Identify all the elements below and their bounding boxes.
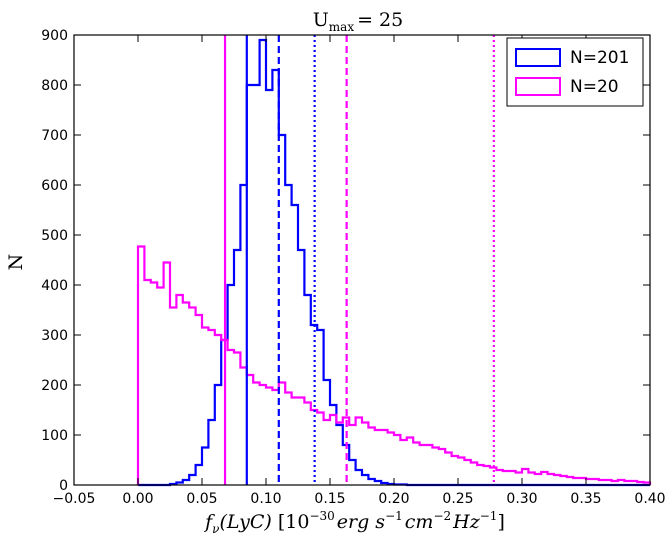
y-tick-label-5: 500: [41, 228, 68, 244]
y-tick-label-8: 800: [41, 78, 68, 94]
y-tick-label-3: 300: [41, 328, 68, 344]
x-tick-label-2: 0.05: [186, 491, 217, 507]
y-tick-label-9: 900: [41, 28, 68, 44]
y-tick-label-6: 600: [41, 178, 68, 194]
x-tick-label-5: 0.20: [378, 491, 409, 507]
x-tick-label-4: 0.15: [314, 491, 345, 507]
chart-title: Umax = 25: [313, 9, 403, 34]
x-tick-label-1: 0.00: [122, 491, 153, 507]
y-tick-label-1: 100: [41, 428, 68, 444]
legend-swatch-n201: [515, 48, 561, 67]
y-tick-label-0: 0: [59, 478, 68, 494]
x-axis-title: fν(LyC) [10−30 erg s−1 cm−2 Hz−1]: [203, 509, 505, 535]
y-tick-label-2: 200: [41, 378, 68, 394]
plot-area: −0.05 0.00 0.05 0.10 0.15 0.20 0.25 0.30 0.35 0.4…: [41, 28, 665, 507]
legend: N=201 N=20: [506, 37, 644, 107]
y-tick-label-7: 700: [41, 128, 68, 144]
y-axis-title: N: [5, 254, 27, 271]
legend-swatch-n20: [515, 77, 561, 96]
plot-frame: [73, 34, 651, 486]
x-tick-label-0: −0.05: [53, 491, 96, 507]
x-tick-label-3: 0.10: [250, 491, 281, 507]
x-tick-label-6: 0.25: [442, 491, 473, 507]
x-tick-label-7: 0.30: [506, 491, 537, 507]
legend-label-n20: N=20: [570, 77, 619, 97]
histogram-series-0: [138, 38, 650, 487]
histogram-series-1: [136, 245, 652, 485]
y-tick-label-4: 400: [41, 278, 68, 294]
x-tick-label-9: 0.40: [634, 491, 665, 507]
legend-label-n201: N=201: [570, 48, 629, 68]
x-tick-label-8: 0.35: [570, 491, 601, 507]
